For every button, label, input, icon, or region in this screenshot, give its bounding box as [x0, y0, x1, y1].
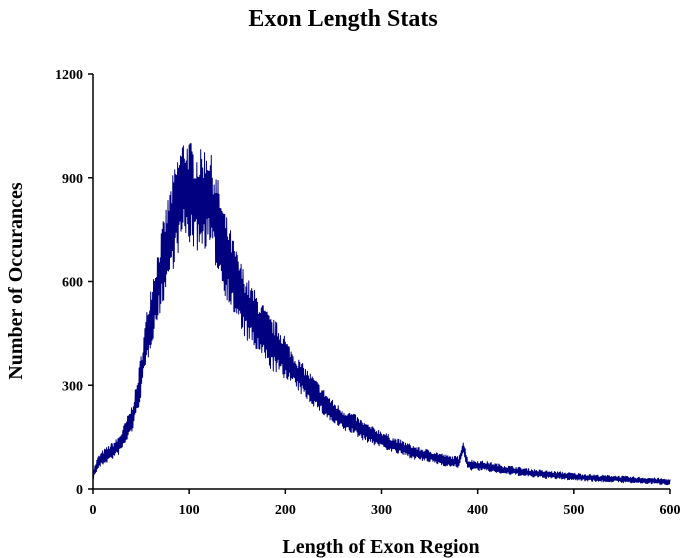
y-tick-label: 900 — [62, 172, 83, 187]
x-axis-ticks: 0 100 200 300 400 500 600 — [90, 489, 681, 518]
x-tick-label: 200 — [275, 503, 296, 518]
x-tick-label: 300 — [371, 503, 392, 518]
y-tick-label: 600 — [62, 276, 83, 291]
y-axis-label: Number of Occurances — [5, 182, 27, 380]
y-tick-label: 1200 — [55, 68, 83, 83]
y-axis-ticks: 0 300 600 900 1200 — [55, 68, 93, 498]
x-tick-label: 0 — [90, 503, 97, 518]
x-tick-label: 100 — [179, 503, 200, 518]
series-line — [92, 143, 671, 486]
y-tick-label: 0 — [76, 483, 83, 498]
x-tick-label: 400 — [467, 503, 488, 518]
x-tick-label: 600 — [660, 503, 681, 518]
x-axis-label: Length of Exon Region — [282, 536, 479, 558]
x-tick-label: 500 — [563, 503, 584, 518]
chart-title: Exon Length Stats — [248, 6, 437, 32]
y-tick-label: 300 — [62, 379, 83, 394]
